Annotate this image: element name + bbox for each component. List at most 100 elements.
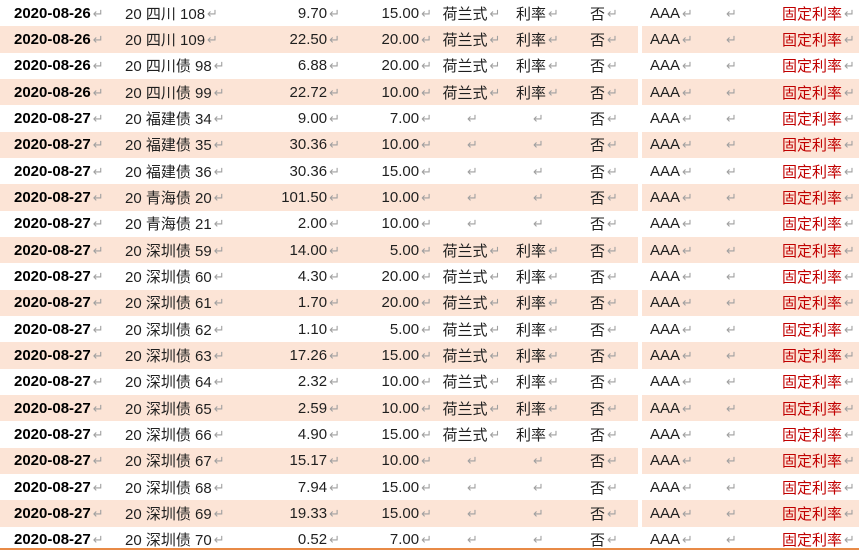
cell-flag: 否 ↵ xyxy=(570,369,638,395)
row-left-group: 2020-08-27 ↵ 20 青海债 21 ↵ 2.00 ↵ 10.00 ↵ … xyxy=(0,211,638,237)
table-row: 2020-08-27 ↵ 20 深圳债 61 ↵ 1.70 ↵ 20.00 ↵ … xyxy=(0,289,859,316)
row-right-group: AAA ↵ ↵ 固定利率 ↵ xyxy=(642,236,859,264)
row-left-group: 2020-08-27 ↵ 20 深圳债 60 ↵ 4.30 ↵ 20.00 ↵ … xyxy=(0,263,638,289)
line-break-icon: ↵ xyxy=(329,242,340,258)
percent-text: 15.00 xyxy=(381,478,420,496)
bid-target-text: 利率 xyxy=(516,31,547,49)
line-break-icon: ↵ xyxy=(844,532,855,548)
cell-rating: AAA ↵ xyxy=(642,448,714,474)
cell-rating: AAA ↵ xyxy=(642,263,714,289)
line-break-icon: ↵ xyxy=(533,505,544,521)
cell-bond-name: 20 深圳债 65 ↵ xyxy=(118,395,262,421)
line-break-icon: ↵ xyxy=(421,426,432,442)
line-break-icon: ↵ xyxy=(489,268,501,284)
cell-bond-name: 20 深圳债 68 ↵ xyxy=(118,474,262,500)
cell-rating: AAA ↵ xyxy=(642,211,714,237)
cell-auction-type: 荷兰式 ↵ xyxy=(438,395,505,421)
line-break-icon: ↵ xyxy=(548,426,559,442)
cell-fixed-rate: 固定利率 ↵ xyxy=(776,474,859,500)
cell-bid-target: 利率 ↵ xyxy=(505,237,570,263)
line-break-icon: ↵ xyxy=(213,347,225,363)
cell-bond-name: 20 深圳债 60 ↵ xyxy=(118,263,262,289)
cell-empty: ↵ xyxy=(714,448,776,474)
line-break-icon: ↵ xyxy=(726,5,737,21)
cell-auction-type: 荷兰式 ↵ xyxy=(438,237,505,263)
line-break-icon: ↵ xyxy=(92,268,104,284)
line-break-icon: ↵ xyxy=(207,31,218,47)
rating-text: AAA xyxy=(650,320,681,338)
cell-percent: 10.00 ↵ xyxy=(350,79,438,105)
cell-issue-date: 2020-08-27 ↵ xyxy=(0,448,118,474)
issue-date-text: 2020-08-26 xyxy=(14,83,91,101)
cell-issue-date: 2020-08-26 ↵ xyxy=(0,79,118,105)
line-break-icon: ↵ xyxy=(329,31,340,47)
flag-text: 否 xyxy=(590,374,606,392)
amount-text: 22.72 xyxy=(289,83,328,101)
line-break-icon: ↵ xyxy=(533,189,544,205)
cell-flag: 否 ↵ xyxy=(570,79,638,105)
percent-text: 15.00 xyxy=(381,346,420,364)
issue-date-text: 2020-08-27 xyxy=(14,241,91,259)
line-break-icon: ↵ xyxy=(92,242,104,258)
line-break-icon: ↵ xyxy=(844,295,855,311)
cell-bond-name: 20 深圳债 61 ↵ xyxy=(118,290,262,316)
line-break-icon: ↵ xyxy=(92,321,104,337)
auction-type-text: 荷兰式 xyxy=(442,58,488,76)
line-break-icon: ↵ xyxy=(329,110,340,126)
line-break-icon: ↵ xyxy=(607,400,618,416)
cell-bid-target: 利率 ↵ xyxy=(505,395,570,421)
cell-percent: 15.00 ↵ xyxy=(350,474,438,500)
line-break-icon: ↵ xyxy=(607,347,618,363)
line-break-icon: ↵ xyxy=(421,295,432,311)
cell-flag: 否 ↵ xyxy=(570,500,638,526)
row-left-group: 2020-08-27 ↵ 20 深圳债 65 ↵ 2.59 ↵ 10.00 ↵ … xyxy=(0,394,638,422)
cell-issue-date: 2020-08-27 ↵ xyxy=(0,184,118,210)
amount-text: 6.88 xyxy=(297,57,328,75)
line-break-icon: ↵ xyxy=(421,84,432,100)
cell-amount: 1.10 ↵ xyxy=(262,316,350,342)
bond-name-text: 20 深圳债 67 xyxy=(125,453,212,471)
cell-rating: AAA ↵ xyxy=(642,158,714,184)
line-break-icon: ↵ xyxy=(213,189,225,205)
rating-text: AAA xyxy=(650,57,681,75)
line-break-icon: ↵ xyxy=(726,242,737,258)
cell-flag: 否 ↵ xyxy=(570,184,638,210)
line-break-icon: ↵ xyxy=(607,58,618,74)
line-break-icon: ↵ xyxy=(844,321,855,337)
line-break-icon: ↵ xyxy=(682,31,693,47)
cell-bid-target: 利率 ↵ xyxy=(505,53,570,79)
bid-target-text: 利率 xyxy=(516,374,547,392)
auction-type-text: 荷兰式 xyxy=(442,5,488,23)
line-break-icon: ↵ xyxy=(607,242,618,258)
rating-text: AAA xyxy=(650,267,681,285)
cell-fixed-rate: 固定利率 ↵ xyxy=(776,527,859,553)
cell-bid-target: 利率 ↵ xyxy=(505,263,570,289)
bond-name-text: 20 四川债 98 xyxy=(125,58,212,76)
line-break-icon: ↵ xyxy=(467,505,478,521)
table-row: 2020-08-27 ↵ 20 福建债 36 ↵ 30.36 ↵ 15.00 ↵… xyxy=(0,158,859,184)
cell-percent: 15.00 ↵ xyxy=(350,0,438,26)
line-break-icon: ↵ xyxy=(329,453,340,469)
cell-flag: 否 ↵ xyxy=(570,237,638,263)
fixed-rate-text: 固定利率 xyxy=(782,110,843,128)
cell-bid-target: 利率 ↵ xyxy=(505,79,570,105)
amount-text: 2.59 xyxy=(297,399,328,417)
line-break-icon: ↵ xyxy=(421,268,432,284)
line-break-icon: ↵ xyxy=(213,163,225,179)
cell-fixed-rate: 固定利率 ↵ xyxy=(776,26,859,52)
cell-flag: 否 ↵ xyxy=(570,211,638,237)
cell-empty: ↵ xyxy=(714,237,776,263)
issue-date-text: 2020-08-27 xyxy=(14,478,91,496)
line-break-icon: ↵ xyxy=(329,137,340,153)
cell-flag: 否 ↵ xyxy=(570,395,638,421)
amount-text: 30.36 xyxy=(289,162,328,180)
cell-percent: 5.00 ↵ xyxy=(350,237,438,263)
line-break-icon: ↵ xyxy=(467,216,478,232)
bond-name-text: 20 深圳债 62 xyxy=(125,321,212,339)
bond-name-text: 20 深圳债 60 xyxy=(125,268,212,286)
line-break-icon: ↵ xyxy=(533,163,544,179)
line-break-icon: ↵ xyxy=(213,110,225,126)
line-break-icon: ↵ xyxy=(682,84,693,100)
bond-name-text: 20 深圳债 69 xyxy=(125,505,212,523)
line-break-icon: ↵ xyxy=(421,400,432,416)
